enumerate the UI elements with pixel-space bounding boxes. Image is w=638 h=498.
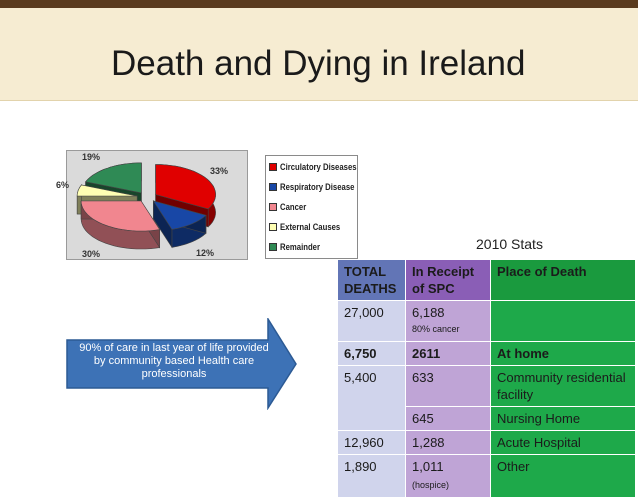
legend-item-respiratory: Respiratory Disease — [269, 180, 367, 194]
legend-item-remainder: Remainder — [269, 240, 327, 254]
top-accent-bar — [0, 0, 638, 8]
legend-item-cancer: Cancer — [269, 200, 311, 214]
legend-swatch — [269, 183, 277, 191]
pie-slice-external — [76, 184, 138, 197]
table-row: 12,960 1,288 Acute Hospital — [337, 430, 636, 455]
pct-label-cancer: 30% — [82, 249, 101, 259]
cell-deaths: 5,400 — [337, 365, 406, 431]
year-label: 2010 Stats — [476, 236, 543, 252]
pie-slice-circulatory — [155, 164, 216, 210]
pct-label-circulatory: 33% — [210, 166, 229, 176]
cell-spc: 6,188 80% cancer — [405, 300, 491, 342]
pie-slice-remainder — [85, 162, 142, 194]
cell-place: Nursing Home — [490, 406, 636, 431]
pie-slice-respiratory — [152, 200, 207, 230]
pct-label-respiratory: 12% — [196, 248, 215, 258]
header-in-receipt-spc: In Receipt of SPC — [405, 259, 491, 301]
header-place-of-death: Place of Death — [490, 259, 636, 301]
header-total-deaths: TOTAL DEATHS — [337, 259, 406, 301]
legend-item-circulatory: Circulatory Diseases — [269, 160, 369, 174]
legend-swatch — [269, 163, 277, 171]
cell-place — [490, 300, 636, 342]
cell-place: Acute Hospital — [490, 430, 636, 455]
callout-arrow-text: 90% of care in last year of life provide… — [79, 342, 269, 380]
cell-spc: 2611 — [405, 341, 491, 366]
pct-label-remainder: 19% — [82, 152, 101, 162]
cell-place: Other — [490, 454, 636, 498]
pie-chart — [76, 162, 216, 250]
legend-swatch — [269, 223, 277, 231]
table-header-row: TOTAL DEATHS In Receipt of SPC Place of … — [337, 259, 636, 301]
pie-slice-cancer — [80, 200, 161, 232]
cell-spc: 633 — [405, 365, 491, 407]
title-band: Death and Dying in Ireland — [0, 8, 638, 101]
cell-spc: 645 — [405, 406, 491, 431]
pct-label-external: 6% — [56, 180, 70, 190]
stats-table: TOTAL DEATHS In Receipt of SPC Place of … — [337, 259, 636, 498]
cell-spc: 1,288 — [405, 430, 491, 455]
chart-legend: Circulatory Diseases Respiratory Disease… — [265, 155, 358, 259]
slide-title: Death and Dying in Ireland — [111, 44, 526, 83]
table-row: 1,890 1,011 (hospice) Other — [337, 454, 636, 498]
cell-deaths: 12,960 — [337, 430, 406, 455]
legend-swatch — [269, 203, 277, 211]
table-row: 27,000 6,188 80% cancer — [337, 300, 636, 342]
cell-spc: 1,011 (hospice) — [405, 454, 491, 498]
cell-spc-note: (hospice) — [412, 480, 450, 490]
legend-swatch — [269, 243, 277, 251]
table-row: 6,750 2611 At home — [337, 341, 636, 366]
cell-place: Community residential facility — [490, 365, 636, 407]
cell-place: At home — [490, 341, 636, 366]
cell-deaths: 6,750 — [337, 341, 406, 366]
cell-deaths: 27,000 — [337, 300, 406, 342]
legend-item-external: External Causes — [269, 220, 350, 234]
cell-deaths: 1,890 — [337, 454, 406, 498]
table-row: 5,400 633 Community residential facility — [337, 365, 636, 431]
cell-spc-note: 80% cancer — [412, 324, 460, 334]
callout-arrow-shape — [66, 318, 297, 410]
